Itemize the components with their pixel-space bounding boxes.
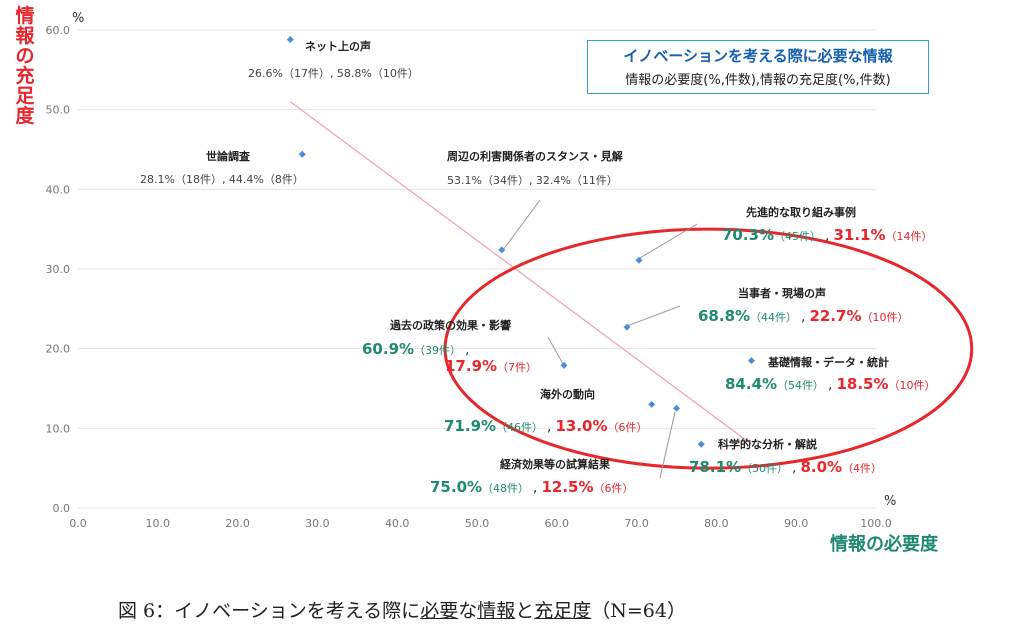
data-point (560, 361, 568, 369)
sufficiency-value-label: 17.9%（7件） (445, 357, 537, 375)
point-name-label: 基礎情報・データ・統計 (767, 355, 889, 369)
y-tick-label: 10.0 (46, 422, 71, 435)
x-tick-label: 50.0 (465, 517, 490, 530)
leader-line (659, 411, 676, 479)
x-tick-label: 10.0 (146, 517, 171, 530)
caption-mid1: な (458, 600, 478, 622)
y-unit-label: % (72, 11, 84, 26)
x-tick-label: 100.0 (860, 517, 892, 530)
y-tick-label: 0.0 (53, 502, 71, 515)
point-name-label: ネット上の声 (305, 39, 371, 53)
point-value-label: 68.8%（44件） , 22.7%（10件） (698, 307, 909, 325)
y-axis-label-char: 足 (15, 85, 35, 107)
trend-line (289, 101, 752, 445)
point-name-label: 海外の動向 (540, 387, 595, 401)
x-tick-label: 0.0 (69, 517, 87, 530)
x-tick-label: 80.0 (704, 517, 729, 530)
x-tick-label: 30.0 (305, 517, 330, 530)
point-value-label: 70.3%（45件） , 31.1%（14件） (722, 226, 933, 244)
legend-title: イノベーションを考える際に必要な情報 (623, 47, 893, 65)
caption-suffix: （N=64） (591, 600, 686, 622)
x-unit-label: % (884, 494, 896, 509)
y-axis-label: 情 報 の 充 足 度 (14, 6, 36, 126)
point-name-label: 世論調査 (206, 149, 250, 163)
data-point (673, 404, 680, 412)
y-tick-label: 50.0 (46, 104, 71, 117)
point-value-label: 71.9%（46件） , 13.0%（6件） (444, 417, 648, 435)
y-tick-label: 20.0 (46, 343, 71, 356)
x-tick-label: 60.0 (545, 517, 570, 530)
need-value-label: 60.9%（39件） , (362, 340, 469, 358)
figure-caption: 図 6：イノベーションを考える際に必要な情報と充足度（N=64） (118, 596, 686, 623)
point-value-label: 75.0%（48件） , 12.5%（6件） (430, 478, 634, 496)
highlight-ellipse (443, 227, 974, 470)
data-point (286, 36, 294, 44)
caption-prefix: 図 6：イノベーションを考える際に (118, 600, 421, 622)
x-tick-label: 70.0 (624, 517, 649, 530)
data-point (635, 256, 643, 264)
point-name-label: 当事者・現場の声 (738, 286, 826, 300)
data-point (697, 440, 705, 448)
point-value-label: 28.1%（18件）, 44.4%（8件） (140, 173, 304, 186)
caption-word-info: 情報 (477, 600, 516, 622)
point-value-label: 84.4%（54件） , 18.5%（10件） (725, 375, 936, 393)
data-point (623, 323, 631, 331)
y-tick-label: 30.0 (46, 263, 71, 276)
y-axis-label-char: 報 (15, 25, 35, 47)
point-name-label: 周辺の利害関係者のスタンス・見解 (447, 149, 623, 163)
data-point (498, 246, 506, 254)
point-value-label: 26.6%（17件）, 58.8%（10件） (248, 67, 419, 80)
data-point (298, 150, 306, 158)
leader-line (502, 199, 541, 251)
y-axis-label-char: の (15, 45, 35, 67)
point-name-label: 経済効果等の試算結果 (500, 457, 610, 471)
point-value-label: 78.1%（50件） , 8.0%（4件） (689, 458, 882, 476)
leader-line (547, 336, 564, 365)
legend-subtitle: 情報の必要度(%,件数),情報の充足度(%,件数) (625, 73, 891, 88)
data-point (748, 357, 756, 365)
x-tick-label: 40.0 (385, 517, 410, 530)
point-name-label: 科学的な分析・解説 (718, 437, 817, 451)
y-tick-label: 60.0 (46, 24, 71, 37)
y-axis-label-char: 充 (15, 65, 35, 87)
point-name-label: 先進的な取り組み事例 (746, 205, 856, 219)
x-tick-label: 90.0 (784, 517, 809, 530)
legend-box: イノベーションを考える際に必要な情報 情報の必要度(%,件数),情報の充足度(%… (587, 40, 929, 94)
caption-word-sufficiency: 充足度 (534, 600, 592, 622)
x-axis-label: 情報の必要度 (830, 534, 938, 555)
leader-line (626, 305, 681, 327)
data-point (648, 400, 656, 408)
point-name-label: 過去の政策の効果・影響 (389, 318, 511, 332)
y-tick-label: 40.0 (46, 183, 71, 196)
x-tick-label: 20.0 (225, 517, 250, 530)
leader-line (639, 223, 698, 259)
caption-mid2: と (515, 600, 535, 622)
y-axis-label-char: 度 (15, 105, 35, 127)
caption-word-need: 必要 (420, 600, 459, 622)
point-value-label: 53.1%（34件）, 32.4%（11件） (447, 174, 618, 187)
y-axis-label-char: 情 (15, 5, 35, 27)
